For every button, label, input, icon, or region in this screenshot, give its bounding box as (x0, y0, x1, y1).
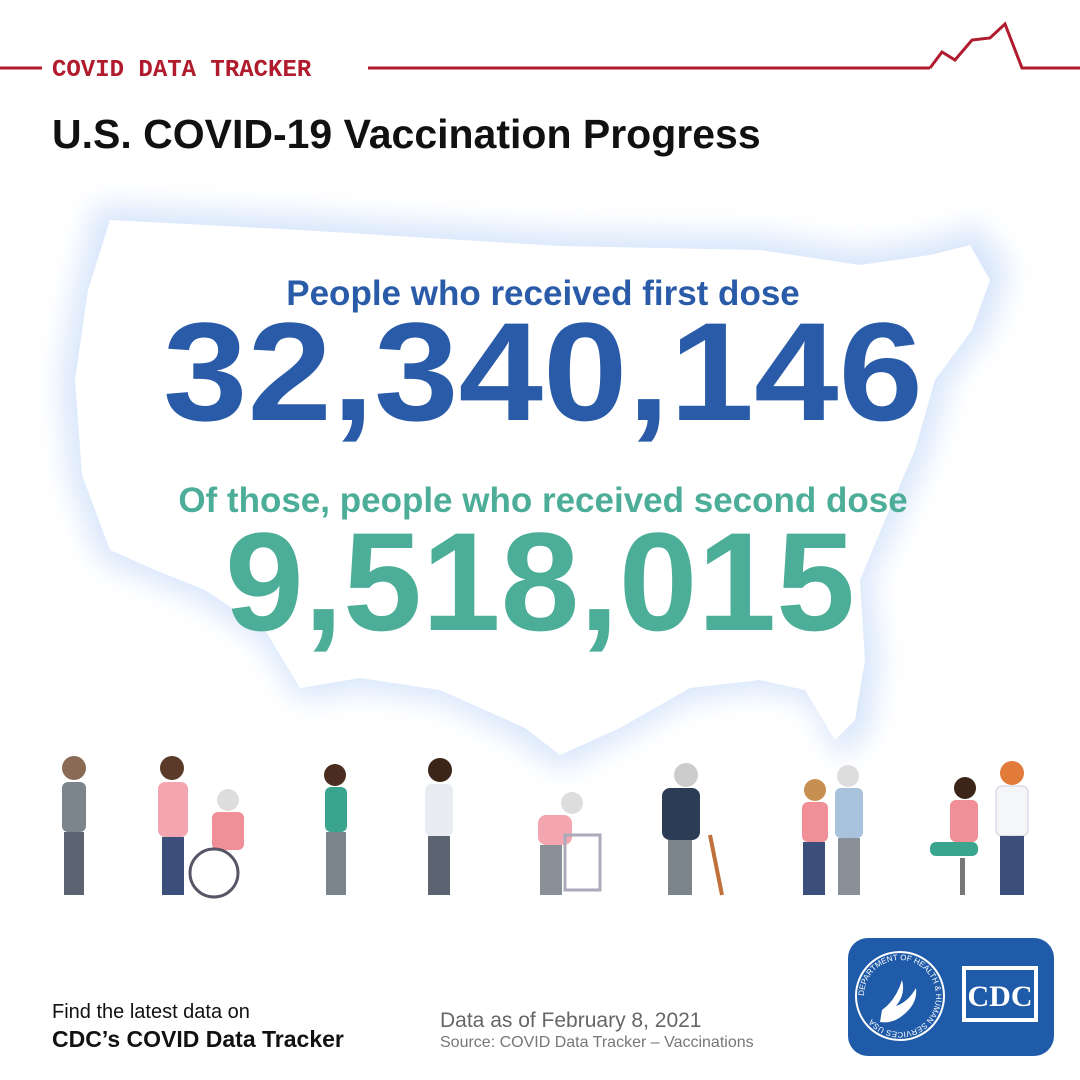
data-source: Source: COVID Data Tracker – Vaccination… (440, 1034, 754, 1051)
agency-name: CDC (968, 980, 1033, 1013)
stat-label: Of those, people who received second dos… (178, 481, 907, 520)
title: U.S. COVID-19 Vaccination Progress (52, 111, 761, 157)
stat-value: 32,340,146 (163, 293, 923, 450)
footer-prompt: Find the latest data on (52, 1001, 250, 1023)
footer-link: CDC’s COVID Data Tracker (52, 1026, 344, 1052)
data-date: Data as of February 8, 2021 (440, 1009, 702, 1032)
cdc-logo: DEPARTMENT OF HEALTH & HUMAN SERVICES US… (848, 938, 1054, 1056)
stat-label: People who received first dose (286, 274, 800, 313)
people-illustration (62, 756, 1029, 899)
header-rule (0, 21, 1080, 70)
stat-value: 9,518,015 (225, 503, 855, 660)
us-map (60, 205, 1010, 770)
tracker-label: COVID DATA TRACKER (52, 57, 312, 84)
